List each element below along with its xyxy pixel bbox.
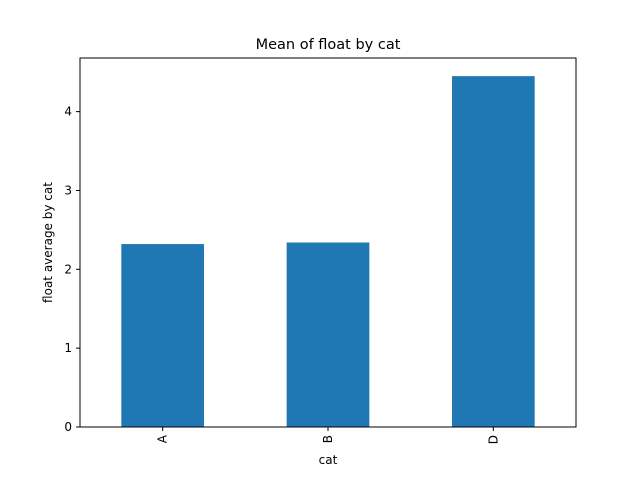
y-tick-label-0: 0 [64, 420, 72, 434]
bar-a [121, 244, 204, 427]
x-tick-label-a: A [156, 434, 170, 443]
y-tick-label-3: 3 [64, 183, 72, 197]
plot-frame [79, 57, 577, 428]
x-tick-label-b: B [321, 435, 335, 443]
chart-title: Mean of float by cat [256, 37, 401, 53]
y-tick-label-4: 4 [64, 105, 72, 119]
bars-group [121, 76, 535, 427]
bar-d [452, 76, 535, 427]
bar-b [286, 242, 370, 427]
y-axis-label: float average by cat [41, 182, 55, 303]
y-tick-label-2: 2 [64, 262, 72, 276]
x-axis-label: cat [319, 453, 338, 467]
y-axis: 0 1 2 3 4 [64, 105, 80, 434]
y-tick-label-1: 1 [64, 341, 72, 355]
x-tick-label-d: D [486, 435, 500, 444]
